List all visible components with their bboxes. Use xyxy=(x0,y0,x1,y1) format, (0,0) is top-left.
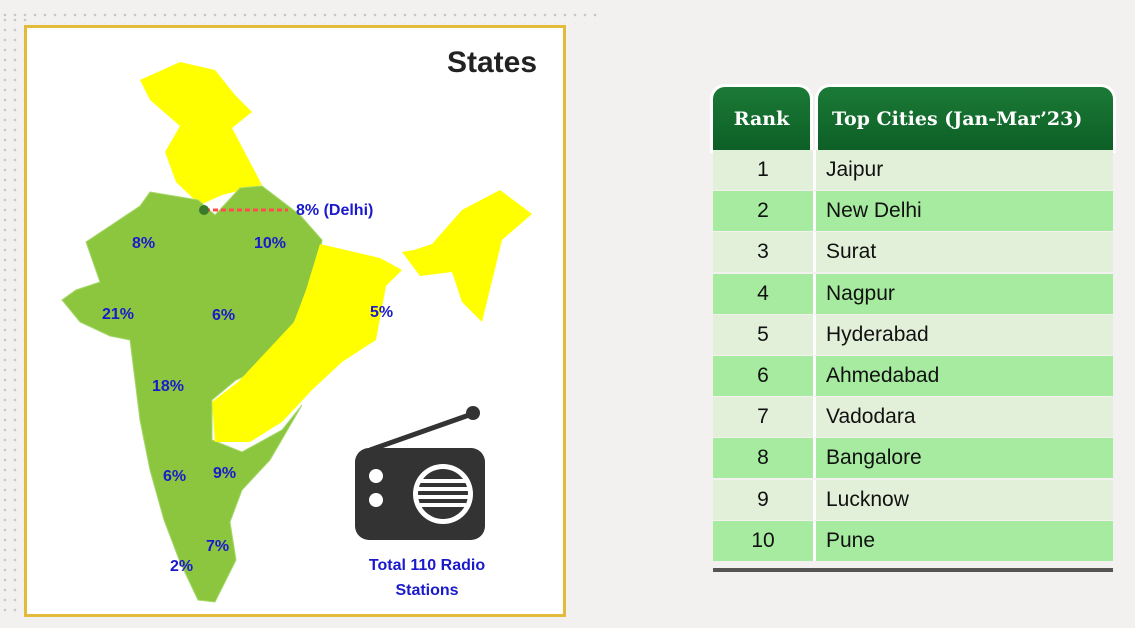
label-delhi: 8% (Delhi) xyxy=(296,202,374,219)
label-tn: 7% xyxy=(206,538,230,555)
label-ap: 9% xyxy=(213,465,237,482)
delhi-marker xyxy=(199,205,209,215)
rank-cell: 2 xyxy=(757,199,769,223)
label-mp: 6% xyxy=(212,307,236,324)
table-row: 6 Ahmedabad xyxy=(713,356,1113,396)
city-cell: Bangalore xyxy=(813,438,1113,479)
rank-cell: 6 xyxy=(757,364,769,387)
rank-cell: 3 xyxy=(757,240,769,264)
table-row: 3 Surat xyxy=(713,232,1113,273)
header-cities: Top Cities (Jan-Mar’23) xyxy=(818,87,1113,150)
total-stations-caption: Total 110 Radio Stations xyxy=(352,553,502,603)
label-up: 10% xyxy=(254,235,287,252)
table-row: 7 Vadodara xyxy=(713,397,1113,438)
city-cell: Hyderabad xyxy=(813,314,1113,355)
rank-cell: 1 xyxy=(757,158,769,181)
city-cell: Pune xyxy=(813,520,1113,561)
table-bottom-bar xyxy=(713,568,1113,572)
table-row: 8 Bangalore xyxy=(713,438,1113,479)
decorative-dots xyxy=(0,10,600,24)
table-row: 2 New Delhi xyxy=(713,191,1113,232)
city-cell: Ahmedabad xyxy=(813,356,1113,396)
rank-cell: 9 xyxy=(757,487,769,511)
map-region-east-yellow xyxy=(212,244,402,442)
table-row: 4 Nagpur xyxy=(713,273,1113,314)
label-rajasthan: 8% xyxy=(132,235,156,252)
total-line-1: Total 110 Radio xyxy=(368,557,486,574)
map-region-northeast-yellow xyxy=(402,190,532,322)
rank-cell: 8 xyxy=(757,446,769,470)
label-wb: 5% xyxy=(370,304,394,321)
rank-cell: 10 xyxy=(751,528,775,552)
label-karnataka: 6% xyxy=(163,468,187,485)
city-cell: Lucknow xyxy=(813,479,1113,520)
city-cell: New Delhi xyxy=(813,191,1113,232)
rank-cell: 5 xyxy=(757,322,769,346)
table-row: 1 Jaipur xyxy=(713,150,1113,190)
city-cell: Surat xyxy=(813,232,1113,273)
radio-icon xyxy=(355,406,485,540)
label-kerala: 2% xyxy=(170,558,194,575)
label-maharashtra: 18% xyxy=(152,378,185,395)
table-row: 10 Pune xyxy=(713,520,1113,561)
city-cell: Vadodara xyxy=(813,397,1113,438)
map-title: States xyxy=(447,46,538,79)
city-cell: Jaipur xyxy=(813,150,1113,190)
rank-cell: 4 xyxy=(757,281,769,305)
header-rank: Rank xyxy=(713,87,810,150)
total-line-2: Stations xyxy=(395,582,459,599)
table-row: 5 Hyderabad xyxy=(713,314,1113,355)
map-region-north-yellow xyxy=(140,62,262,205)
rank-cell: 7 xyxy=(757,405,769,429)
city-cell: Nagpur xyxy=(813,273,1113,314)
table-row: 9 Lucknow xyxy=(713,479,1113,520)
label-gujarat: 21% xyxy=(102,306,135,323)
